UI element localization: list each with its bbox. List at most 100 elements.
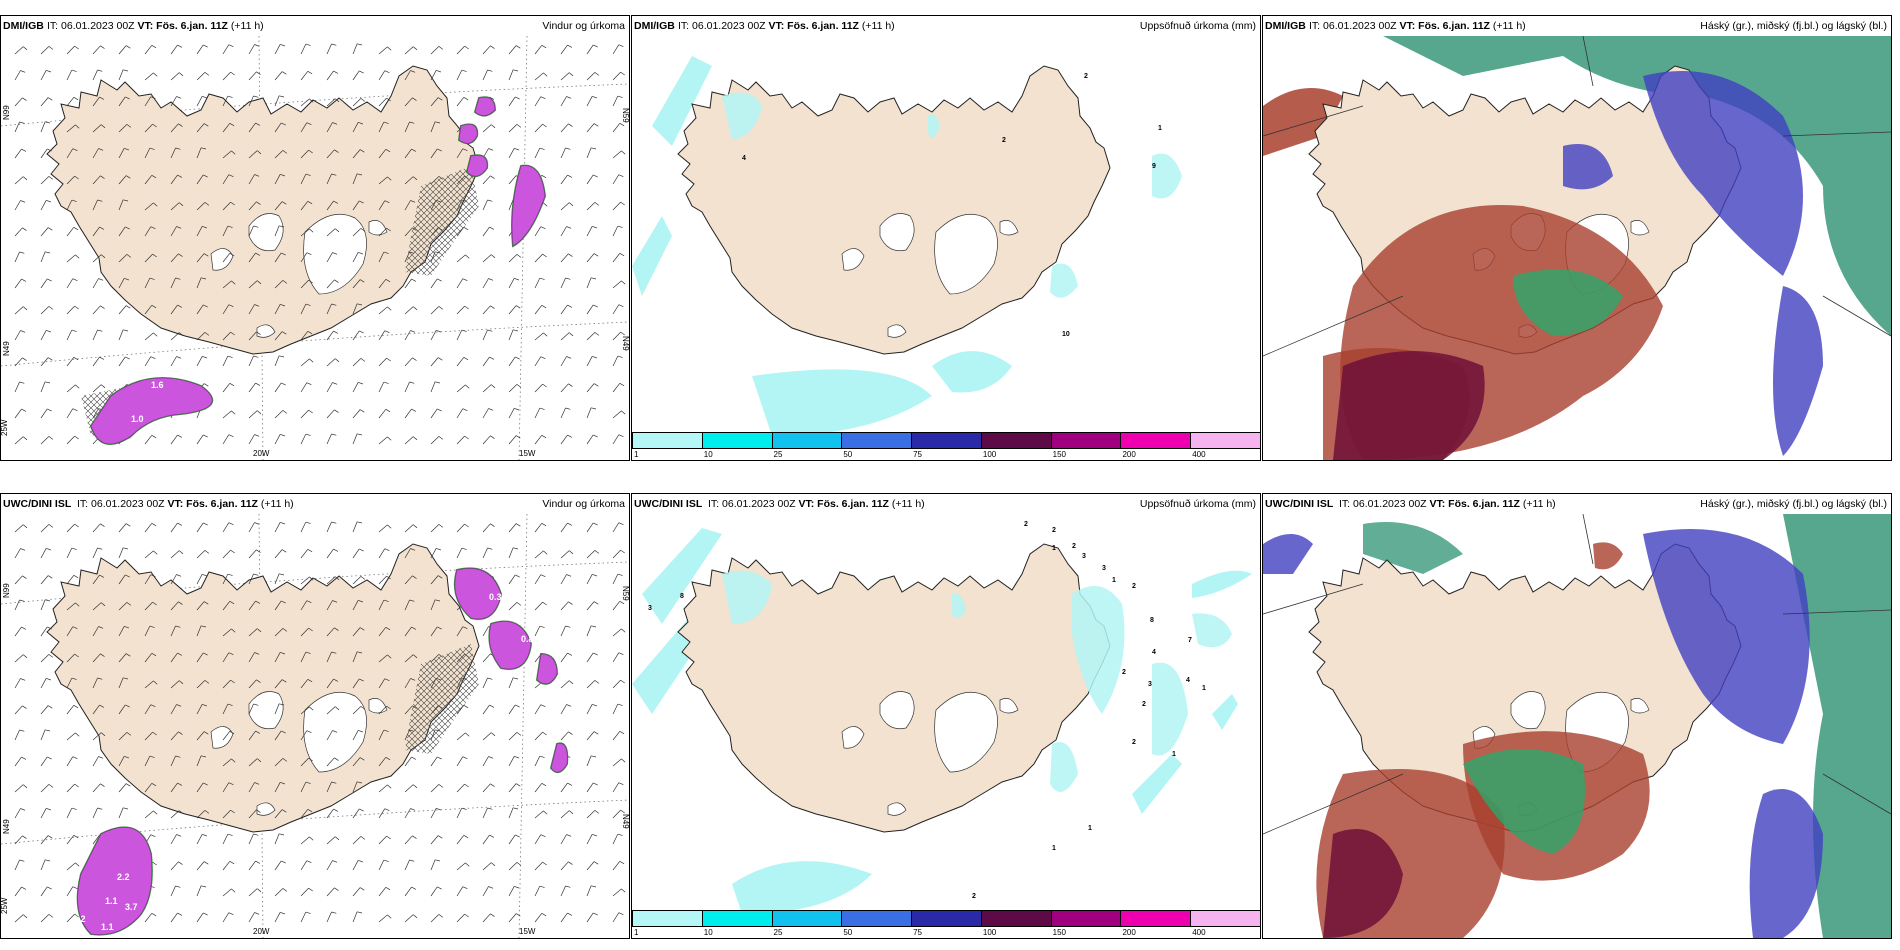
wind-barb [300, 43, 307, 55]
wind-barb [482, 226, 490, 237]
wind-barb-flag [305, 43, 311, 46]
wind-barb [352, 330, 360, 341]
wind-barb-flag [229, 860, 235, 865]
precip-area-coast [1192, 613, 1232, 648]
wind-barb-flag [594, 680, 600, 684]
map-area[interactable]: 2.2 3.7 1.1 0.2 1.1 0.3 0.8 20W 15W 25W N99 N49 N59 N… [1, 514, 629, 938]
wind-barb-flag [384, 548, 390, 552]
panel-title: Háský (gr.), miðský (fj.bl.) og lágský (… [1700, 498, 1887, 510]
wind-barb-flag [99, 574, 105, 578]
wind-barb [222, 888, 232, 897]
wind-barb-flag [307, 808, 313, 813]
wind-barb [508, 834, 516, 845]
wind-barb [222, 304, 230, 315]
wind-barb-flag [97, 69, 103, 72]
latitude-label: N49 [621, 336, 629, 351]
wind-barb [560, 44, 568, 55]
wind-barb-flag [593, 601, 599, 605]
wind-barb-flag [48, 306, 54, 310]
wind-barb-flag [334, 836, 340, 841]
wind-barb-flag [409, 121, 415, 124]
wind-barb [508, 254, 518, 263]
wind-barb-flag [357, 781, 363, 784]
map-area[interactable]: 1.6 1.0 0.6 20W 15W 25W N99 N49 N59 N49 [1, 36, 629, 460]
wind-barb [508, 547, 514, 559]
wind-barb [534, 755, 541, 767]
wind-barb-flag [177, 44, 183, 48]
wind-barb [560, 782, 568, 793]
wind-barb-flag [47, 357, 53, 361]
wind-barb [586, 72, 596, 81]
wind-barb [66, 329, 73, 341]
wind-barb-flag [202, 703, 208, 707]
precip-value-label: 1.0 [131, 414, 144, 424]
map-area[interactable] [1263, 514, 1891, 938]
wind-barb-flag [45, 729, 51, 732]
wind-barb-flag [19, 381, 25, 384]
wind-barb [482, 254, 492, 263]
wind-barb [196, 912, 204, 923]
wind-barb [222, 383, 231, 393]
wind-barb [534, 913, 543, 923]
wind-barb [508, 408, 515, 419]
wind-barb [300, 521, 307, 533]
wind-barb-flag [309, 836, 314, 841]
colorbar-label: 10 [703, 928, 713, 937]
wind-barb [40, 306, 50, 315]
wind-barb-flag [539, 147, 545, 150]
wind-barb-flag [203, 912, 208, 916]
colorbar-label: 75 [913, 928, 923, 937]
wind-barb [352, 252, 359, 263]
wind-barb-flag [73, 704, 79, 709]
wind-barb [118, 677, 124, 689]
wind-barb-flag [462, 756, 468, 760]
wind-barb [14, 97, 23, 107]
wind-barb-flag [256, 410, 262, 415]
wind-barb-flag [99, 704, 105, 708]
wind-barb-flag [359, 409, 365, 413]
wind-barb-flag [21, 278, 27, 282]
wind-barb-flag [620, 809, 625, 814]
wind-barb-flag [47, 626, 52, 630]
wind-barb-flag [541, 782, 547, 787]
wind-barb [248, 174, 255, 185]
wind-barb-flag [487, 329, 493, 332]
wind-barb [196, 253, 205, 263]
wind-barb-flag [594, 202, 600, 206]
wind-barb-flag [593, 44, 598, 48]
wind-barb [274, 860, 282, 871]
wind-barb [222, 601, 231, 611]
wind-barb-flag [203, 253, 209, 257]
wind-barb [222, 355, 229, 367]
wind-barb-flag [280, 433, 286, 437]
boundary-line [1263, 105, 1364, 137]
wind-barb [222, 44, 230, 55]
wind-barb [66, 408, 74, 419]
wind-barb-flag [123, 677, 129, 680]
map-area[interactable] [1263, 36, 1891, 460]
wind-barb [612, 912, 620, 923]
wind-barb-flag [358, 121, 364, 125]
wind-barb [612, 44, 620, 55]
wind-barb-flag [19, 859, 25, 862]
wind-barb [612, 601, 621, 611]
wind-barb [508, 862, 518, 871]
wind-barb [40, 176, 50, 185]
wind-barb-flag [253, 225, 259, 228]
precip-amount-label: 8 [1150, 617, 1154, 624]
wind-barb-flag [47, 705, 53, 709]
wind-barb [404, 784, 414, 793]
wind-barb-flag [594, 332, 600, 336]
wind-barb [248, 304, 255, 315]
wind-barb [482, 862, 492, 871]
map-area[interactable]: 2 2 9 4 10 1 [632, 36, 1260, 460]
mid-cloud-core [1333, 351, 1485, 460]
wind-barb [222, 782, 230, 793]
wind-barb [92, 807, 98, 819]
wind-barb [222, 225, 229, 237]
wind-barb [378, 599, 385, 611]
wind-barb [560, 704, 567, 715]
wind-barb-flag [21, 148, 27, 152]
wind-barb [560, 253, 569, 263]
